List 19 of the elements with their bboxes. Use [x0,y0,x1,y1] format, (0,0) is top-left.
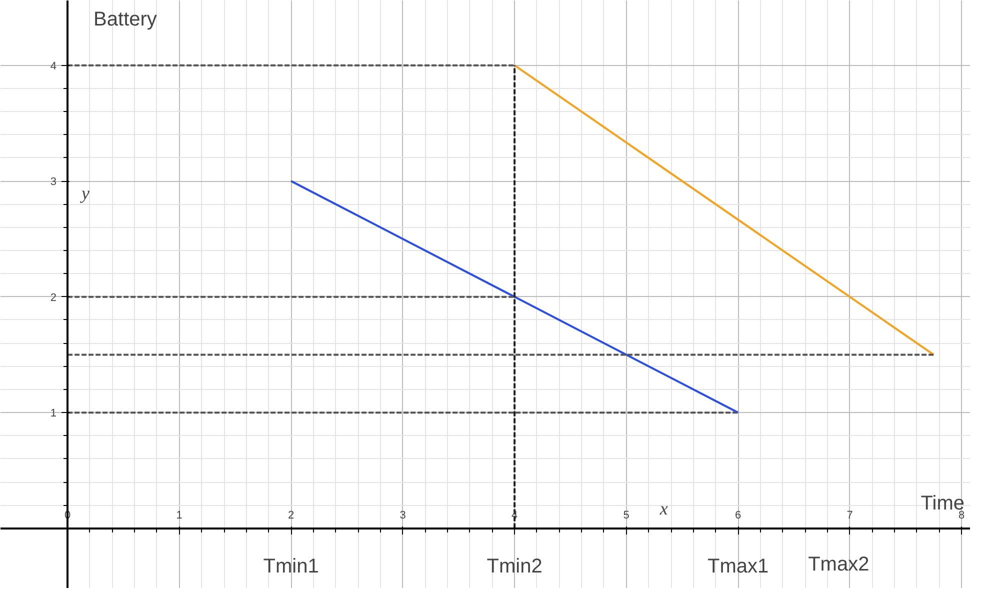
x-tick-label: 5 [623,509,630,522]
annotation: Tmax2 [808,553,870,576]
y-tick-label: 3 [50,176,57,188]
annotation: x [658,498,668,518]
y-tick-label: 1 [50,408,57,420]
y-axis-title: Battery [94,8,157,30]
x-tick-label: 1 [176,509,182,522]
x-tick-label: 6 [735,509,742,522]
x-tick-label: 8 [958,509,965,522]
annotation: Tmin2 [486,555,542,578]
x-tick-label: 7 [846,509,853,522]
annotation: Tmax1 [707,555,769,578]
annotation: Tmin1 [263,555,319,578]
annotation: y [80,183,90,204]
y-tick-label: 4 [50,60,57,72]
x-tick-label: 3 [400,509,406,522]
x-tick-label: 2 [288,509,294,522]
x-tick-label: 4 [511,509,518,522]
y-tick-label: 2 [50,292,57,304]
